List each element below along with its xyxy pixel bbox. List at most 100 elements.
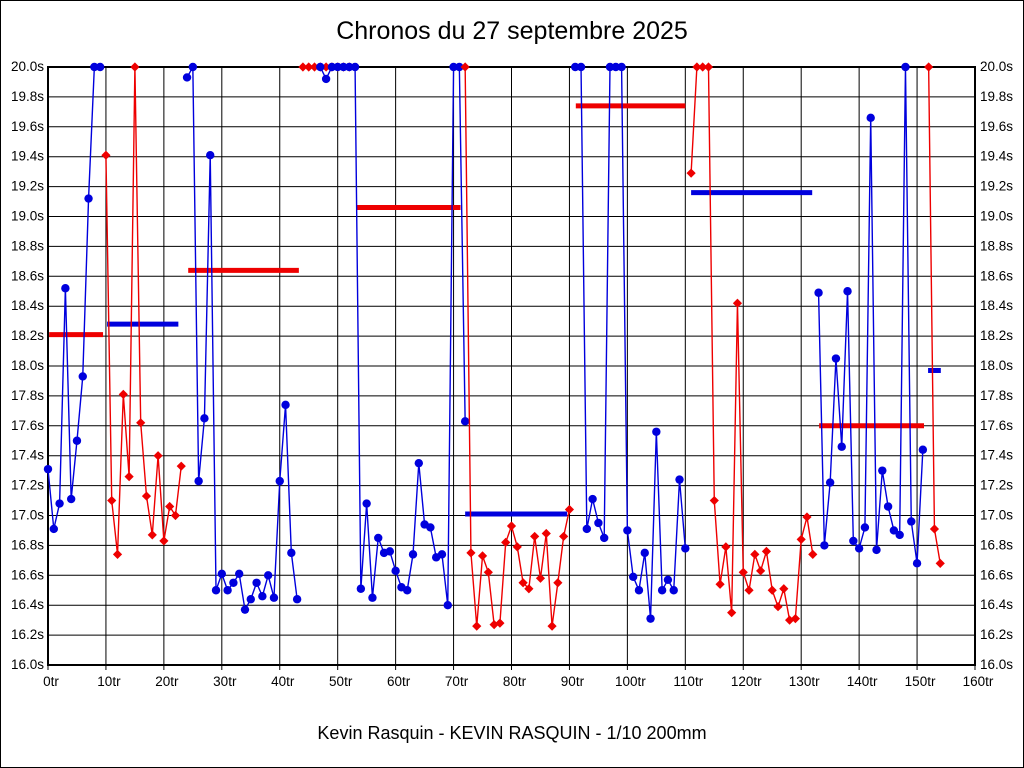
lap-marker-red (460, 62, 470, 72)
run-2-line (105, 66, 182, 555)
lap-marker-red (564, 504, 575, 515)
chart-title: Chronos du 27 septembre 2025 (336, 17, 688, 45)
lap-marker-blue (657, 586, 667, 595)
x-tick-label: 0tr (43, 674, 59, 689)
lap-marker-red (118, 389, 128, 400)
lap-marker-blue (831, 354, 841, 363)
x-tick-label: 20tr (155, 674, 179, 689)
lap-marker-blue (652, 427, 661, 436)
y-tick-label-right: 16.4s (980, 597, 1013, 612)
y-tick-label-right: 19.8s (980, 89, 1013, 104)
y-tick-label-left: 18.4s (11, 298, 44, 313)
lap-marker-blue (912, 559, 922, 568)
lap-marker-blue (878, 466, 887, 475)
y-tick-label-right: 19.2s (980, 179, 1013, 194)
lap-marker-blue (252, 578, 261, 587)
lap-marker-red (773, 602, 783, 612)
lap-marker-red (761, 546, 772, 556)
y-tick-label-right: 17.0s (980, 508, 1013, 523)
y-tick-label-right: 20.0s (980, 59, 1013, 74)
lap-marker-blue (385, 547, 395, 556)
lap-marker-blue (872, 545, 881, 555)
lap-marker-red (472, 621, 482, 631)
lap-marker-red (715, 579, 725, 589)
lap-marker-red (727, 608, 737, 618)
lap-marker-blue (275, 476, 284, 486)
y-tick-label-left: 16.6s (11, 567, 44, 582)
y-tick-label-left: 16.0s (11, 657, 44, 672)
lap-marker-red (686, 168, 696, 178)
lap-marker-red (466, 548, 476, 558)
x-tick-label: 90tr (561, 674, 585, 689)
lap-marker-red (477, 551, 488, 561)
lap-marker-blue (895, 530, 904, 540)
lap-marker-red (559, 531, 569, 542)
lap-marker-red (808, 549, 818, 559)
lap-marker-blue (43, 464, 53, 474)
lap-marker-blue (611, 62, 620, 72)
lap-marker-blue (455, 62, 464, 72)
lap-marker-blue (292, 595, 302, 604)
lap-marker-red (524, 584, 534, 594)
run-9-line (817, 66, 924, 564)
run-10-line (927, 66, 941, 564)
lap-marker-blue (414, 458, 423, 468)
y-tick-label-right: 18.8s (980, 238, 1013, 253)
y-tick-label-right: 19.4s (980, 149, 1013, 164)
lap-marker-blue (860, 523, 870, 532)
lap-marker-red (796, 534, 806, 545)
lap-marker-red (483, 567, 493, 577)
y-tick-label-left: 18.6s (11, 268, 44, 283)
lap-marker-blue (391, 566, 400, 576)
y-tick-label-left: 19.8s (11, 89, 44, 104)
lap-marker-red (738, 567, 748, 577)
x-tick-label: 80tr (503, 674, 527, 689)
lap-marker-blue (571, 62, 580, 72)
lap-marker-blue (594, 518, 603, 528)
lap-marker-blue (240, 605, 250, 614)
lap-marker-blue (588, 494, 597, 504)
y-tick-label-right: 18.0s (980, 358, 1013, 373)
lap-marker-red (159, 536, 169, 546)
run-6-line (464, 66, 571, 627)
y-tick-label-left: 20.0s (11, 59, 44, 74)
lap-marker-red (553, 578, 563, 588)
lap-marker-blue (217, 569, 227, 579)
lap-marker-red (785, 615, 795, 625)
lap-marker-blue (287, 548, 296, 558)
x-tick-label: 30tr (213, 674, 237, 689)
lap-marker-blue (223, 586, 232, 595)
lap-marker-blue (345, 62, 354, 72)
lap-marker-blue (327, 62, 337, 72)
lap-marker-red (176, 461, 186, 471)
lap-marker-red (530, 531, 540, 542)
lap-marker-blue (55, 499, 64, 508)
lap-marker-blue (623, 526, 632, 535)
x-tick-label: 150tr (905, 674, 936, 689)
y-tick-label-left: 17.4s (11, 448, 44, 463)
lap-marker-blue (49, 524, 58, 534)
lap-marker-red (935, 558, 945, 568)
lap-marker-blue (403, 586, 412, 595)
lap-marker-blue (825, 478, 835, 487)
lap-marker-blue (188, 62, 198, 72)
lap-marker-red (518, 578, 528, 588)
lap-marker-red (147, 530, 157, 540)
plot-border (47, 66, 976, 666)
y-tick-label-left: 17.2s (11, 478, 44, 493)
x-tick-label: 130tr (789, 674, 820, 689)
lap-marker-blue (426, 523, 435, 532)
lap-marker-blue (339, 62, 348, 72)
y-tick-label-left: 18.8s (11, 238, 44, 253)
lap-marker-blue (681, 544, 690, 553)
lap-marker-red (101, 150, 111, 160)
lap-marker-red (170, 510, 181, 521)
lap-marker-blue (316, 62, 325, 72)
y-tick-label-right: 19.0s (980, 209, 1013, 224)
lap-marker-blue (576, 62, 586, 72)
lap-marker-blue (182, 73, 192, 82)
lap-marker-red (136, 418, 146, 428)
lap-marker-red (721, 542, 731, 552)
lap-marker-blue (350, 62, 360, 72)
